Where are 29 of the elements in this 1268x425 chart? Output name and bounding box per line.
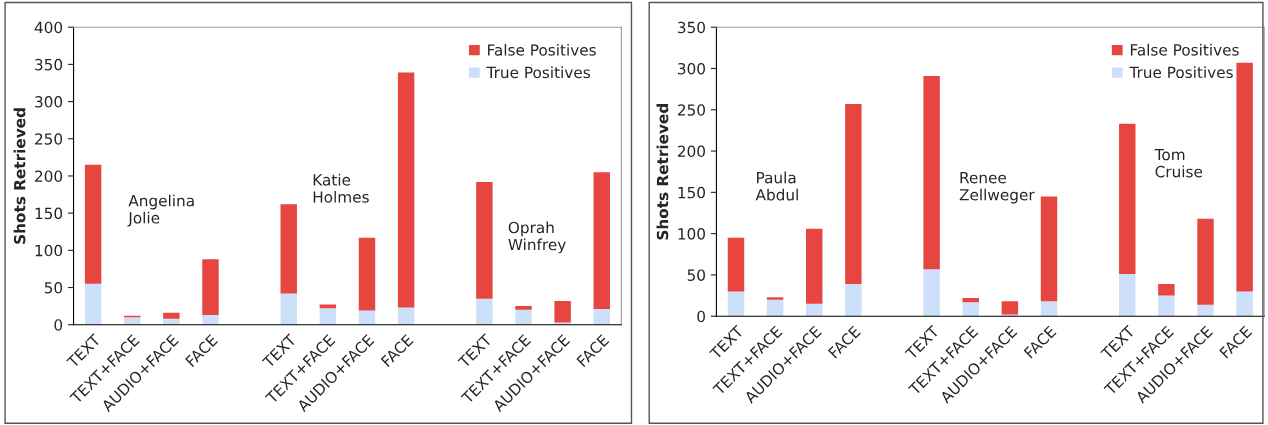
annotation: Tom Cruise [1154,148,1203,178]
legend-label: False Positives [1130,43,1239,56]
legend-label: True Positives [1129,66,1233,79]
y-tick-label: 150 [678,186,705,199]
y-axis-title: Shots Retrieved [656,104,669,240]
annotation: Renee Zellweger [959,172,1035,204]
annotation: Katie Holmes [313,173,369,203]
y-tick-label: 200 [35,170,63,182]
y-tick-label: 150 [35,207,63,220]
y-tick-label: 300 [35,96,63,108]
y-tick-label: 0 [697,310,705,323]
y-tick-label: 200 [677,145,705,158]
y-tick-label: 300 [678,62,705,75]
y-axis-title: Shots Retrieved [13,108,26,244]
y-tick-label: 350 [35,58,63,71]
y-tick-label: 250 [35,133,63,145]
annotation: Oprah Winfrey [508,221,566,254]
legend-label: False Positives [488,43,596,56]
annotation: Paula Abdul [755,171,798,201]
y-tick-label: 250 [677,104,705,116]
y-tick-label: 100 [678,228,705,240]
y-tick-label: 400 [34,21,63,34]
y-tick-label: 350 [678,21,705,34]
y-tick-label: 50 [687,269,705,281]
y-tick-label: 100 [35,244,63,257]
y-tick-label: 0 [54,319,63,331]
annotation: Angelina Jolie [127,194,194,227]
y-tick-label: 50 [44,281,63,294]
legend-label: True Positives [486,66,590,79]
